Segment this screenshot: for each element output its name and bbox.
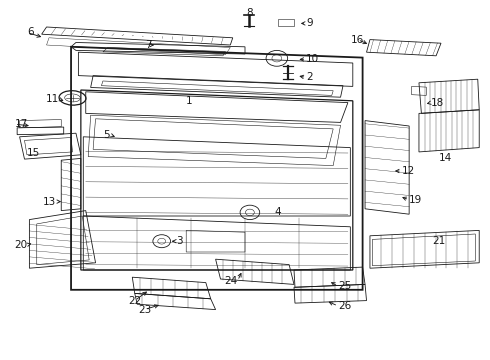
Text: 26: 26 <box>338 301 351 311</box>
Text: 1: 1 <box>186 96 193 106</box>
Text: 7: 7 <box>145 40 152 50</box>
Text: 18: 18 <box>431 98 444 108</box>
Text: 5: 5 <box>103 130 110 140</box>
Text: 20: 20 <box>14 240 27 250</box>
Text: 10: 10 <box>306 54 319 64</box>
Text: 3: 3 <box>176 236 183 246</box>
Text: 9: 9 <box>306 18 313 28</box>
Text: 8: 8 <box>246 8 253 18</box>
Text: 11: 11 <box>46 94 59 104</box>
Text: 15: 15 <box>27 148 40 158</box>
Text: 13: 13 <box>43 197 56 207</box>
Text: 19: 19 <box>409 195 422 205</box>
Text: 12: 12 <box>402 166 415 176</box>
Text: 17: 17 <box>15 119 28 129</box>
Text: 22: 22 <box>128 296 142 306</box>
Text: 14: 14 <box>439 153 453 163</box>
Text: 23: 23 <box>138 305 151 315</box>
Text: 21: 21 <box>432 236 445 246</box>
Text: 25: 25 <box>338 281 351 291</box>
Text: 6: 6 <box>27 27 34 37</box>
Text: 4: 4 <box>274 207 281 217</box>
Text: 24: 24 <box>224 276 238 286</box>
Text: 2: 2 <box>306 72 313 82</box>
Text: 16: 16 <box>351 35 365 45</box>
